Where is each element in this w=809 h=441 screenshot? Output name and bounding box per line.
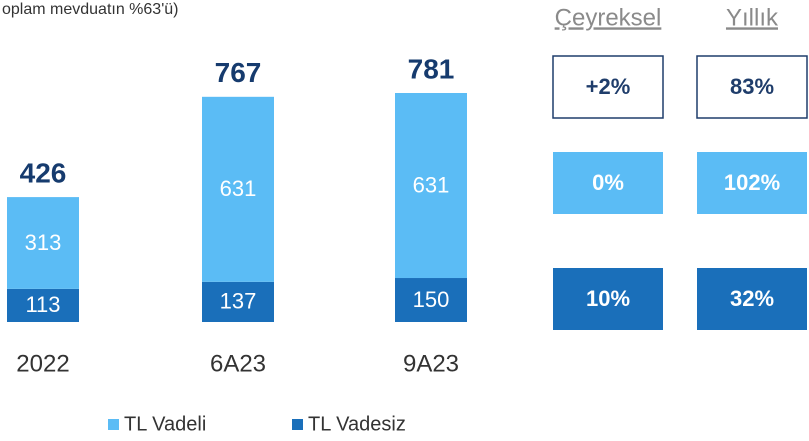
subtitle: oplam mevduatın %63'ü) [2, 1, 178, 18]
change-box [553, 268, 663, 330]
bar-segment [7, 288, 79, 322]
x-tick-label: 6A23 [210, 350, 266, 377]
column-header: Çeyreksel [555, 4, 662, 31]
legend-swatch [108, 419, 119, 430]
total-label: 781 [408, 53, 455, 84]
total-label: 767 [215, 57, 262, 88]
legend-swatch [292, 419, 303, 430]
change-label: +2% [586, 74, 631, 99]
x-tick-label: 2022 [16, 350, 69, 377]
change-box [553, 152, 663, 214]
change-label: 0% [592, 170, 624, 195]
change-label: 10% [586, 286, 630, 311]
segment-label: 631 [220, 176, 257, 201]
change-label: 102% [724, 170, 780, 195]
bar-segment [202, 281, 274, 322]
bar-segment [395, 278, 467, 322]
column-header: Yıllık [726, 4, 779, 31]
change-box [696, 55, 808, 119]
total-label: 426 [20, 157, 67, 188]
segment-label: 313 [25, 230, 62, 255]
segment-label: 113 [25, 292, 60, 317]
change-label: 83% [730, 74, 774, 99]
segment-label: 631 [413, 172, 450, 197]
change-box [697, 268, 807, 330]
change-label: 32% [730, 286, 774, 311]
x-tick-label: 9A23 [403, 350, 459, 377]
bar-segment [7, 197, 79, 289]
change-box [552, 55, 664, 119]
change-box [697, 152, 807, 214]
legend-label: TL Vadeli [124, 413, 206, 435]
bar-segment [395, 93, 467, 279]
segment-label: 150 [413, 287, 450, 312]
legend-label: TL Vadesiz [308, 413, 406, 435]
segment-label: 137 [220, 289, 257, 314]
bar-segment [202, 96, 274, 282]
